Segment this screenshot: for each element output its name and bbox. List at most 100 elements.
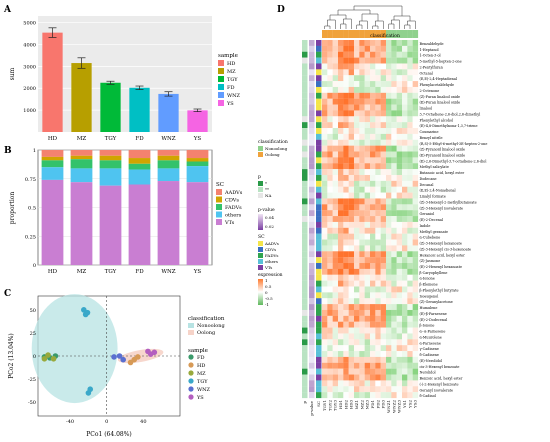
heat-cell [370, 69, 376, 76]
heat-cell [375, 386, 381, 393]
heat-cell [407, 145, 413, 152]
legend-label: CDVs [225, 198, 239, 204]
heat-cell [396, 45, 403, 52]
heat-cell [396, 51, 403, 58]
row-label: Indole [420, 224, 431, 228]
heat-cell [407, 245, 413, 252]
heat-cell [332, 374, 339, 381]
heat-cell [370, 51, 376, 58]
x-tick-label: HD [48, 269, 58, 275]
heat-cell [364, 180, 371, 187]
stack-segment [99, 168, 122, 186]
heat-cell [359, 257, 365, 264]
heat-cell [407, 186, 413, 193]
annot-sc-cell [316, 339, 322, 346]
heat-cell [364, 315, 371, 322]
heat-cell [370, 169, 376, 176]
heat-cell [380, 292, 387, 299]
x-tick-label: YS [193, 136, 202, 142]
heat-cell [343, 298, 349, 305]
heat-cell [407, 204, 413, 211]
heat-cell [322, 110, 328, 117]
heat-cell [332, 356, 339, 363]
heat-cell [396, 116, 403, 123]
heat-cell [343, 40, 349, 46]
heat-cell [407, 104, 413, 111]
heat-cell [332, 386, 339, 393]
annot-sc-cell [316, 392, 322, 399]
annot-sc-cell [316, 57, 322, 64]
heat-cell [359, 110, 365, 117]
heat-cell [332, 380, 339, 387]
heat-cell [375, 304, 381, 311]
heat-cell [338, 110, 344, 117]
heat-cell [327, 280, 333, 287]
heat-cell [412, 274, 419, 281]
annot-pvalue-cell [309, 380, 315, 387]
heat-cell [380, 245, 387, 252]
heat-cell [343, 327, 349, 334]
heat-cell [322, 174, 328, 181]
heat-cell [354, 315, 360, 322]
annot-p-cell [302, 45, 308, 52]
heat-cell [338, 151, 344, 158]
heat-cell [402, 321, 408, 328]
annot-sc-cell [316, 128, 322, 135]
heat-cell [322, 210, 328, 217]
heat-cell [354, 392, 360, 399]
heat-cell [370, 110, 376, 117]
heat-cell [407, 368, 413, 375]
heat-cell [364, 139, 371, 146]
heat-cell [332, 216, 339, 223]
heat-cell [370, 216, 376, 223]
legend-swatch [216, 196, 222, 203]
annot-pvalue-cell [309, 63, 315, 70]
heat-cell [343, 380, 349, 387]
heat-cell [354, 122, 360, 129]
heat-cell [332, 110, 339, 117]
heat-cell [391, 145, 397, 152]
heat-cell [396, 227, 403, 234]
heat-cell [402, 380, 408, 387]
heat-cell [338, 186, 344, 193]
heat-cell [386, 257, 392, 264]
class-bar-cell [343, 30, 349, 38]
heat-cell [402, 133, 408, 140]
heat-cell [375, 180, 381, 187]
annot-p-cell [302, 298, 308, 305]
heat-cell [412, 251, 419, 258]
heat-cell [375, 63, 381, 70]
heat-cell [370, 192, 376, 199]
legend-swatch [218, 100, 224, 106]
annot-p-cell [302, 128, 308, 135]
heat-cell [391, 63, 397, 70]
dendro-branch [343, 18, 352, 29]
heat-cell [364, 321, 371, 328]
annot-p-cell [302, 110, 308, 117]
heat-cell [332, 163, 339, 170]
dendro-branch [388, 23, 395, 29]
heat-cell [322, 309, 328, 316]
stack-segment [128, 169, 151, 185]
legend-swatch [216, 189, 222, 195]
heat-cell [375, 40, 381, 46]
heat-cell [412, 169, 419, 176]
scatter-point [45, 352, 51, 358]
heat-cell [375, 292, 381, 299]
row-label: β-Elemene [420, 283, 438, 287]
heat-cell [396, 40, 403, 46]
row-label: (Z)-Geranylacetone [420, 300, 453, 304]
heat-cell [407, 40, 413, 46]
dendro-branch [324, 25, 331, 29]
heat-cell [348, 157, 355, 164]
annot-sc-cell [316, 327, 322, 334]
annot-p-cell [302, 40, 308, 46]
heat-cell [338, 362, 344, 369]
heat-cell [380, 116, 387, 123]
heat-cell [380, 151, 387, 158]
legend-marker [188, 370, 194, 376]
heat-cell [375, 116, 381, 123]
annot-sc-cell [316, 192, 322, 199]
heat-cell [375, 309, 381, 316]
heat-cell [370, 339, 376, 346]
